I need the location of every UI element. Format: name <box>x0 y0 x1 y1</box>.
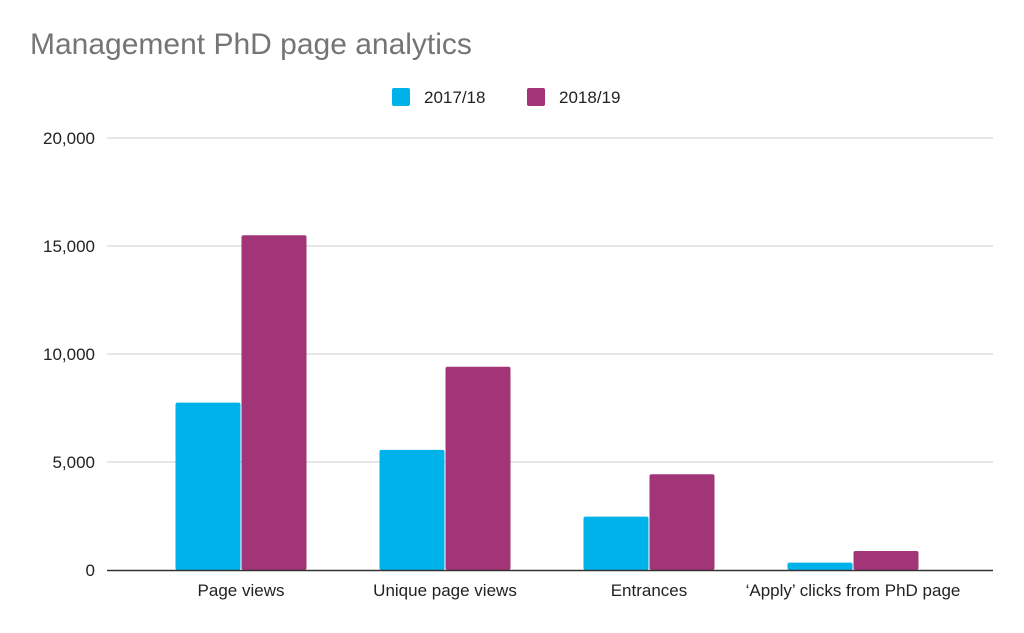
chart-title: Management PhD page analytics <box>30 28 472 61</box>
bar-2017-18 <box>175 402 241 570</box>
legend-label: 2018/19 <box>559 88 620 107</box>
y-tick-label: 0 <box>86 561 95 580</box>
bar-2018-19 <box>853 550 919 570</box>
legend-swatch <box>392 88 410 106</box>
bar-2018-19 <box>445 366 511 570</box>
legend-swatch <box>527 88 545 106</box>
x-tick-label: Unique page views <box>373 581 517 600</box>
y-tick-label: 20,000 <box>43 129 95 148</box>
y-tick-label: 15,000 <box>43 237 95 256</box>
x-tick-label: Page views <box>198 581 285 600</box>
bar-2017-18 <box>787 562 853 570</box>
bar-2017-18 <box>379 449 445 570</box>
x-tick-label: ‘Apply’ clicks from PhD page <box>746 581 961 600</box>
y-tick-label: 5,000 <box>52 453 95 472</box>
bar-2018-19 <box>649 474 715 570</box>
y-tick-label: 10,000 <box>43 345 95 364</box>
x-tick-label: Entrances <box>611 581 688 600</box>
bar-2018-19 <box>241 235 307 570</box>
legend-label: 2017/18 <box>424 88 485 107</box>
bar-2017-18 <box>583 516 649 570</box>
